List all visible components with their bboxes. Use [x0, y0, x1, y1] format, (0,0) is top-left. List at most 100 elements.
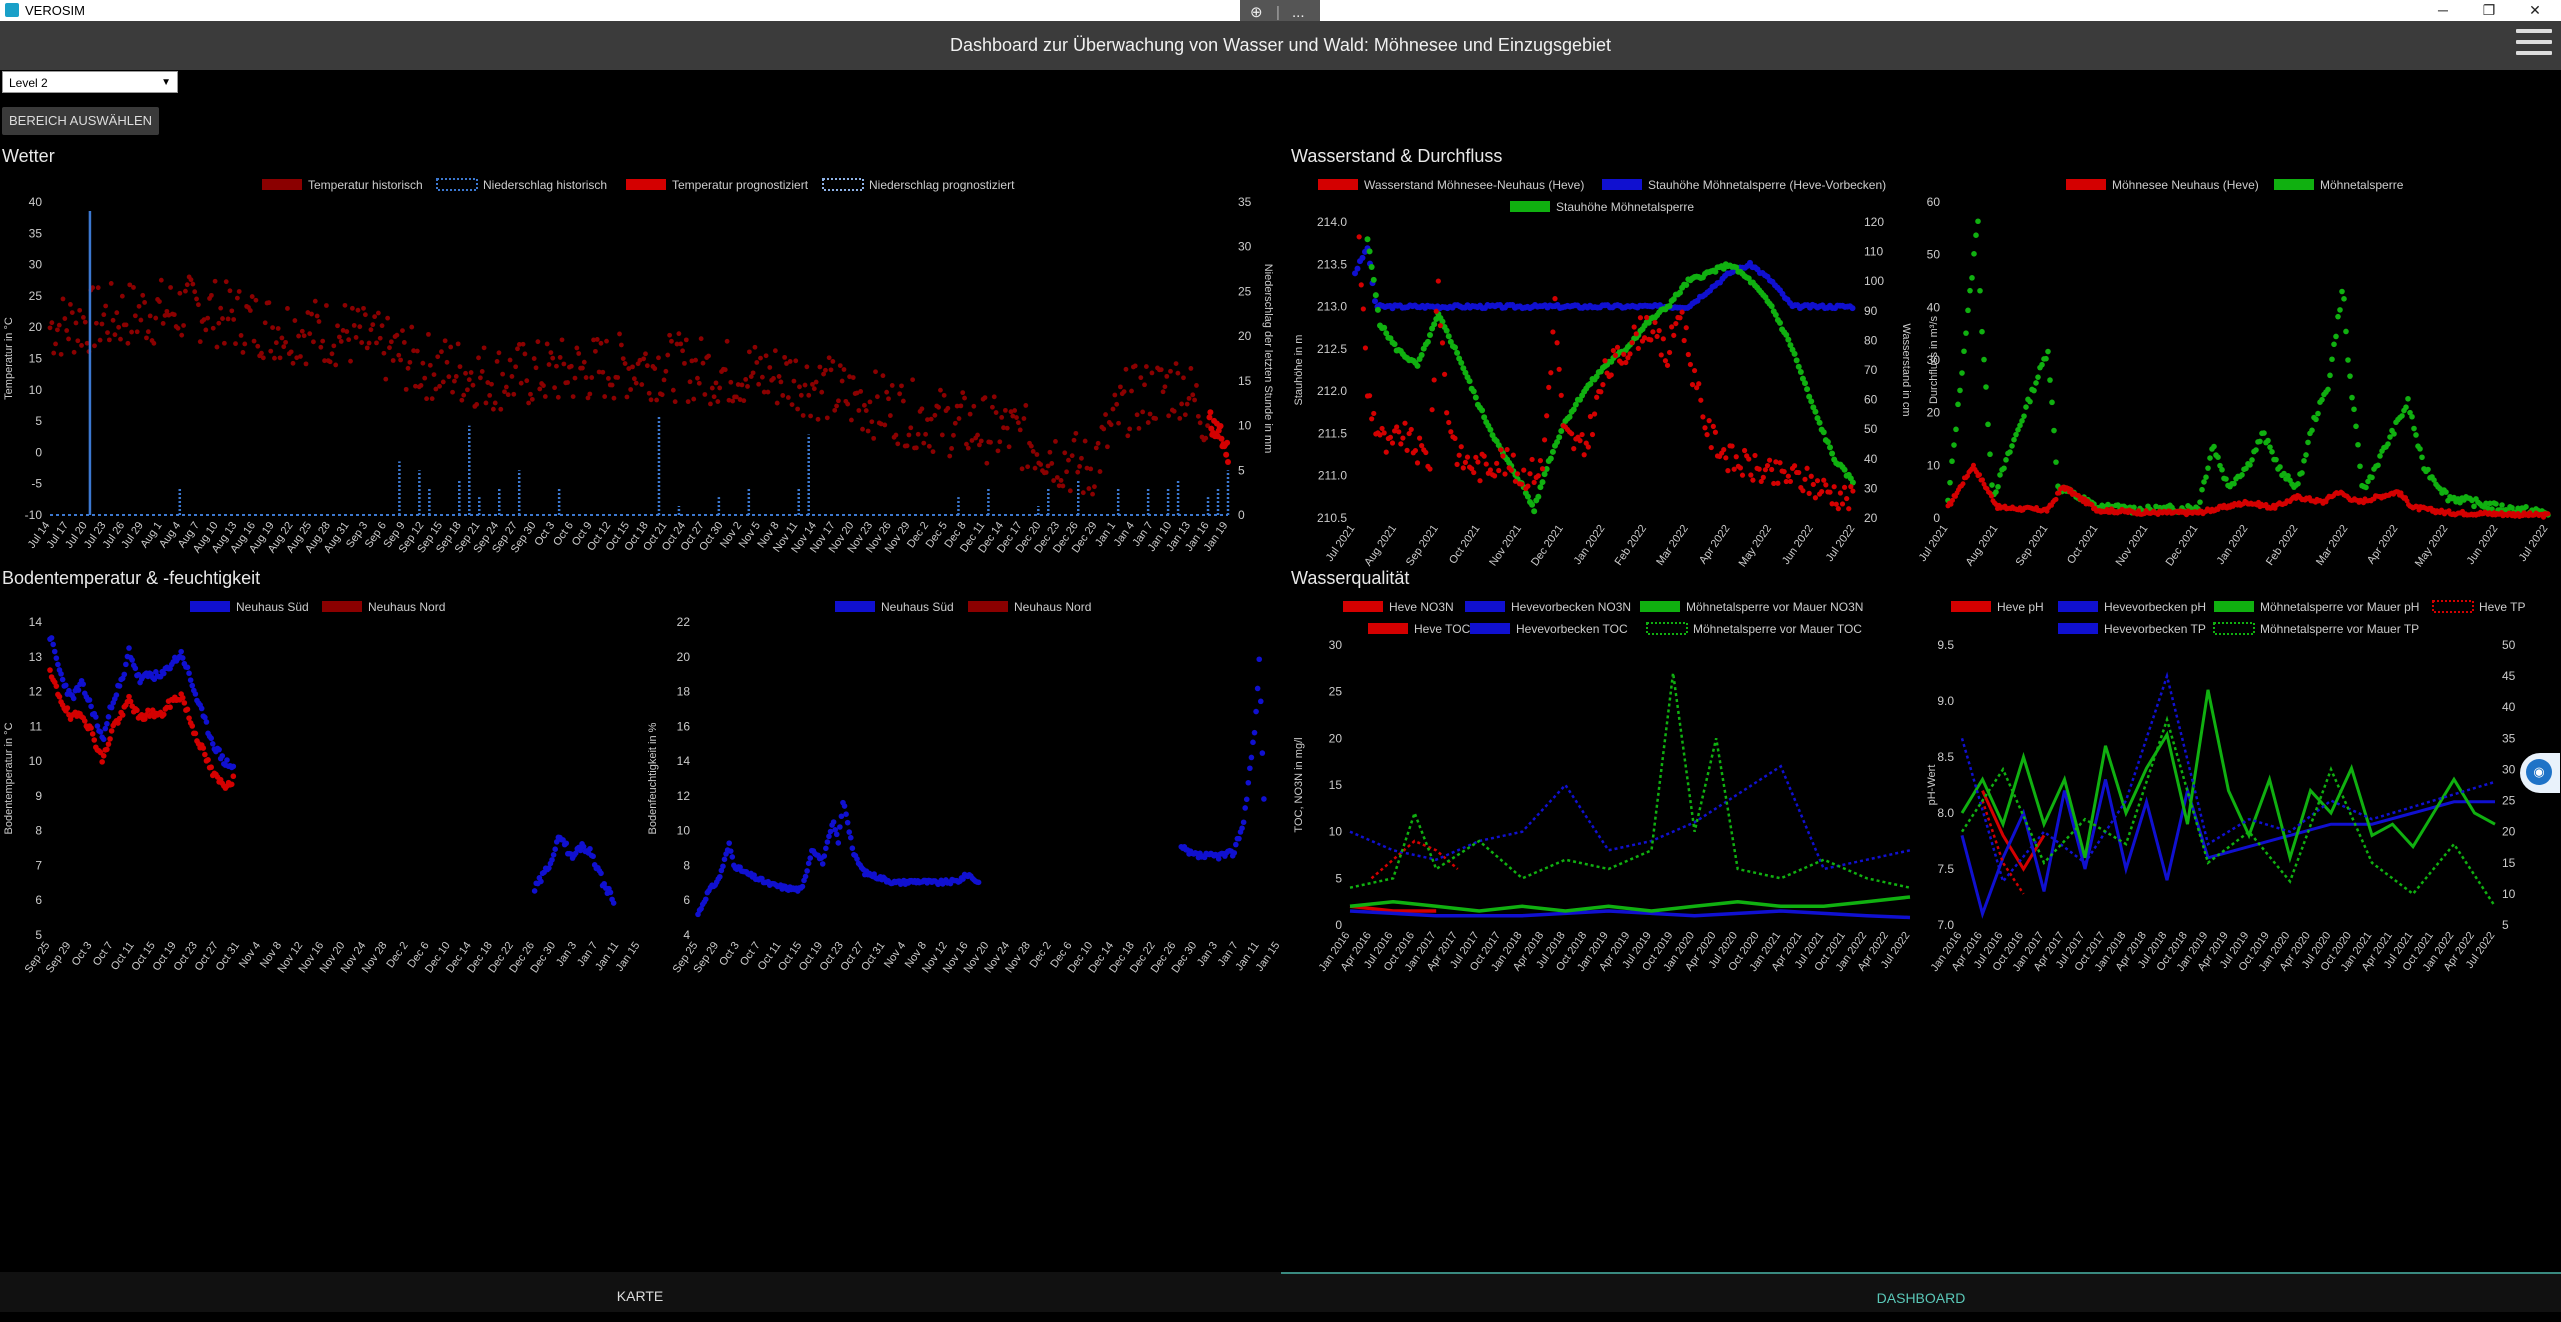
data-point: [1741, 447, 1748, 454]
x-tick-label: Sep 2021: [1404, 523, 1441, 568]
legend-label[interactable]: Niederschlag prognostiziert: [869, 178, 1015, 192]
data-point: [175, 325, 181, 331]
data-point: [978, 438, 984, 444]
data-point: [1043, 470, 1049, 475]
data-point: [422, 375, 428, 381]
y-tick-label: 8: [35, 824, 42, 838]
data-point: [487, 393, 493, 398]
data-point: [107, 736, 113, 742]
hamburger-menu-icon[interactable]: [2516, 29, 2552, 61]
data-point: [372, 314, 378, 320]
legend-label[interactable]: Temperatur historisch: [308, 178, 423, 192]
y2-tick-label: 100: [1864, 274, 1884, 288]
data-point: [730, 398, 736, 404]
data-point: [1827, 489, 1833, 495]
data-point: [338, 339, 344, 344]
data-point: [1965, 473, 1970, 479]
data-point: [587, 845, 593, 852]
data-point: [1441, 371, 1448, 377]
more-options-button[interactable]: ...: [1292, 4, 1305, 21]
data-point: [1362, 345, 1369, 351]
data-point: [2049, 399, 2055, 406]
data-point: [656, 355, 661, 361]
y2-tick-label: 70: [1864, 363, 1878, 377]
data-point: [1687, 361, 1694, 368]
legend-label[interactable]: Hevevorbecken TOC: [1516, 622, 1628, 636]
legend-label[interactable]: Möhnetalsperre vor Mauer NO3N: [1686, 600, 1863, 614]
y-tick-label: 5: [1335, 871, 1342, 885]
data-point: [342, 302, 348, 308]
legend-label[interactable]: Hevevorbecken pH: [2104, 600, 2206, 614]
legend-label[interactable]: Neuhaus Nord: [368, 600, 445, 614]
accessibility-button[interactable]: ◉: [2520, 753, 2560, 793]
data-point: [997, 439, 1003, 445]
series-line: [1349, 909, 1911, 920]
zoom-in-icon[interactable]: ⊕: [1250, 4, 1263, 21]
data-point: [765, 389, 771, 395]
legend-label[interactable]: Möhnesee Neuhaus (Heve): [2112, 178, 2259, 192]
y2-tick-label: 90: [1864, 304, 1878, 318]
legend-label[interactable]: Wasserstand Möhnesee-Neuhaus (Heve): [1364, 178, 1584, 192]
legend-label[interactable]: Möhnetalsperre vor Mauer TP: [2260, 622, 2419, 636]
data-point: [693, 357, 698, 363]
legend-label[interactable]: Hevevorbecken TP: [2104, 622, 2206, 636]
data-point: [255, 343, 261, 349]
data-point: [119, 293, 125, 299]
select-area-button[interactable]: BEREICH AUSWÄHLEN: [2, 107, 160, 135]
data-point: [2493, 501, 2499, 507]
data-point: [549, 857, 555, 863]
y2-tick-label: 30: [2502, 762, 2516, 776]
data-point: [171, 312, 177, 318]
y-tick-label: 12: [29, 685, 43, 699]
data-point: [197, 339, 203, 345]
tab-dashboard[interactable]: DASHBOARD: [1281, 1272, 2561, 1312]
data-point: [329, 351, 335, 357]
legend-label[interactable]: Heve TP: [2479, 600, 2525, 614]
legend-label[interactable]: Niederschlag historisch: [483, 178, 607, 192]
close-button[interactable]: ✕: [2529, 2, 2541, 18]
data-point: [1424, 338, 1431, 345]
legend-label[interactable]: Heve NO3N: [1389, 600, 1454, 614]
legend-label[interactable]: Heve TOC: [1414, 622, 1471, 636]
data-point: [227, 288, 233, 294]
legend-label[interactable]: Neuhaus Süd: [236, 600, 309, 614]
legend-label[interactable]: Heve pH: [1997, 600, 2044, 614]
axis-label: Temperatur in °C: [3, 317, 15, 400]
data-point: [219, 753, 226, 759]
data-point: [1558, 427, 1565, 434]
data-point: [192, 289, 198, 295]
tab-karte[interactable]: KARTE: [616, 1288, 664, 1304]
data-point: [622, 361, 628, 366]
maximize-button[interactable]: ❐: [2482, 2, 2496, 18]
data-point: [108, 281, 114, 286]
data-point: [1512, 478, 1519, 484]
x-tick-label: May 2022: [1737, 523, 1775, 569]
legend-label[interactable]: Hevevorbecken NO3N: [1511, 600, 1631, 614]
legend-label[interactable]: Stauhöhe Möhnetalsperre: [1556, 200, 1694, 214]
data-point: [192, 730, 199, 737]
data-point: [1648, 337, 1654, 343]
legend-label[interactable]: Möhnetalsperre vor Mauer pH: [2260, 600, 2419, 614]
y-tick-label: 214.0: [1317, 215, 1347, 229]
data-point: [910, 377, 916, 383]
data-point: [1092, 484, 1097, 490]
legend-label[interactable]: Neuhaus Süd: [881, 600, 954, 614]
legend-label[interactable]: Möhnetalsperre vor Mauer TOC: [1693, 622, 1862, 636]
data-point: [439, 349, 444, 355]
data-point: [1849, 479, 1856, 486]
data-point: [296, 333, 301, 339]
data-point: [776, 374, 782, 379]
data-point: [1404, 447, 1410, 453]
legend-label[interactable]: Möhnetalsperre: [2320, 178, 2404, 192]
level-select[interactable]: Level 2 ▼: [2, 71, 178, 93]
legend-label[interactable]: Neuhaus Nord: [1014, 600, 1091, 614]
data-point: [1629, 340, 1635, 346]
data-point: [112, 332, 118, 338]
y-tick-label: 18: [677, 685, 691, 699]
legend-label[interactable]: Temperatur prognostiziert: [672, 178, 809, 192]
y-tick-label: 10: [1927, 458, 1941, 472]
minimize-button[interactable]: ─: [2438, 2, 2448, 18]
legend-label[interactable]: Stauhöhe Möhnetalsperre (Heve-Vorbecken): [1648, 178, 1886, 192]
data-point: [553, 839, 560, 845]
data-point: [906, 432, 912, 438]
